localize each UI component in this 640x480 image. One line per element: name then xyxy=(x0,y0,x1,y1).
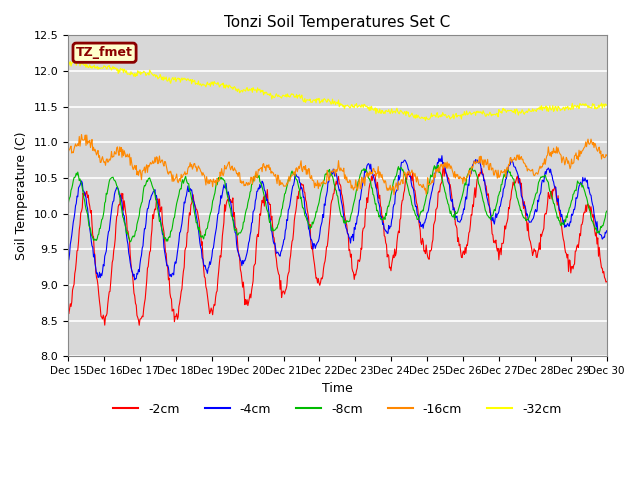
-4cm xyxy=(74,194,82,200)
-16cm xyxy=(213,175,221,181)
-8cm xyxy=(603,208,611,214)
-32cm xyxy=(603,102,611,108)
Title: Tonzi Soil Temperatures Set C: Tonzi Soil Temperatures Set C xyxy=(224,15,451,30)
-16cm xyxy=(74,141,82,146)
-16cm xyxy=(130,165,138,170)
-4cm xyxy=(129,273,137,279)
-8cm xyxy=(130,234,138,240)
-2cm xyxy=(419,238,427,244)
-32cm xyxy=(185,77,193,83)
-32cm xyxy=(76,54,83,60)
Legend: -2cm, -4cm, -8cm, -16cm, -32cm: -2cm, -4cm, -8cm, -16cm, -32cm xyxy=(108,398,566,420)
Text: TZ_fmet: TZ_fmet xyxy=(76,46,133,59)
-2cm xyxy=(129,280,137,286)
-2cm xyxy=(213,288,221,294)
-4cm xyxy=(64,257,72,263)
-8cm xyxy=(213,182,221,188)
-4cm xyxy=(213,218,221,224)
-2cm xyxy=(440,163,447,168)
-8cm xyxy=(185,181,193,187)
-8cm xyxy=(74,169,82,175)
-16cm xyxy=(185,164,193,169)
-4cm xyxy=(185,189,193,194)
-32cm xyxy=(64,63,72,69)
-4cm xyxy=(404,163,412,168)
-4cm xyxy=(603,228,611,234)
-2cm xyxy=(603,279,611,285)
-32cm xyxy=(422,118,429,123)
-16cm xyxy=(420,184,428,190)
-4cm xyxy=(438,153,445,158)
-8cm xyxy=(404,182,412,188)
-4cm xyxy=(131,277,138,283)
-8cm xyxy=(64,203,72,208)
-2cm xyxy=(404,169,412,175)
-32cm xyxy=(213,82,221,87)
X-axis label: Time: Time xyxy=(322,382,353,395)
Line: -4cm: -4cm xyxy=(68,156,607,280)
Line: -16cm: -16cm xyxy=(68,134,607,194)
-32cm xyxy=(130,73,138,79)
-16cm xyxy=(390,192,398,197)
-16cm xyxy=(404,168,412,174)
-16cm xyxy=(603,153,611,158)
-2cm xyxy=(185,217,193,223)
-2cm xyxy=(136,323,143,328)
-32cm xyxy=(74,60,82,65)
-16cm xyxy=(64,151,72,157)
-2cm xyxy=(74,248,82,253)
-32cm xyxy=(419,116,427,121)
-8cm xyxy=(435,162,442,168)
Line: -8cm: -8cm xyxy=(68,165,607,242)
-8cm xyxy=(419,208,427,214)
-2cm xyxy=(64,309,72,315)
-32cm xyxy=(404,110,412,116)
Line: -2cm: -2cm xyxy=(68,166,607,325)
-8cm xyxy=(126,239,134,245)
Line: -32cm: -32cm xyxy=(68,57,607,120)
-16cm xyxy=(77,132,85,137)
-4cm xyxy=(419,225,427,231)
Y-axis label: Soil Temperature (C): Soil Temperature (C) xyxy=(15,132,28,260)
